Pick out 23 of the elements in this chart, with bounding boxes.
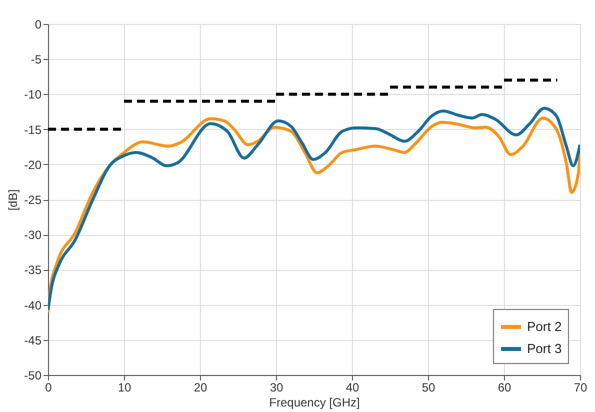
x-tick-label: 60 [498, 380, 512, 394]
x-tick-label: 0 [45, 380, 52, 394]
y-tick-label: 0 [34, 18, 42, 32]
y-tick-label: -50 [24, 368, 42, 382]
y-tick-label: -25 [24, 193, 42, 207]
y-tick-label: -40 [24, 298, 42, 312]
y-tick-label: -20 [24, 158, 42, 172]
y-tick-label: -45 [24, 333, 42, 348]
y-tick-label: -10 [24, 88, 42, 102]
legend-label: Port 3 [527, 341, 562, 356]
y-axis-title: [dB] [6, 189, 20, 211]
legend-label: Port 2 [527, 319, 562, 334]
x-tick-label: 30 [270, 380, 284, 394]
x-axis-title: Frequency [GHz] [269, 396, 360, 410]
x-tick-label: 20 [194, 380, 208, 394]
x-tick-label: 10 [118, 380, 132, 394]
x-tick-label: 70 [574, 380, 588, 394]
x-tick-label: 50 [422, 380, 436, 394]
y-tick-label: -5 [30, 52, 42, 67]
y-tick-label: -15 [24, 122, 42, 137]
x-tick-label: 40 [346, 380, 360, 394]
y-tick-label: -35 [24, 263, 42, 278]
y-tick-label: -30 [24, 228, 42, 242]
